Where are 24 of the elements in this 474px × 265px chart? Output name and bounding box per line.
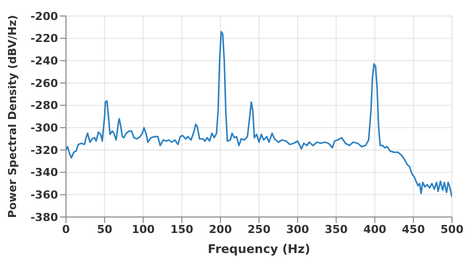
y-axis-title: Power Spectral Density (dBV/Hz) <box>6 15 19 218</box>
x-tick-label: 150 <box>170 222 194 236</box>
x-axis-title: Frequency (Hz) <box>208 242 310 256</box>
x-tick-label: 400 <box>363 222 387 236</box>
x-tick-label: 450 <box>402 222 426 236</box>
x-tick-label: 200 <box>208 222 232 236</box>
y-tick-label: -360 <box>30 188 58 202</box>
x-tick-label: 0 <box>62 222 70 236</box>
y-tick-label: -340 <box>30 166 58 180</box>
y-tick-label: -200 <box>30 10 58 23</box>
y-tick-label: -300 <box>30 122 58 135</box>
y-tick-label: -380 <box>30 210 58 224</box>
x-tick-label: 50 <box>96 222 113 236</box>
y-tick-label: -260 <box>30 76 58 90</box>
y-tick-label: -220 <box>30 32 58 46</box>
x-tick-label: 500 <box>440 222 464 236</box>
x-tick-label: 300 <box>286 222 310 236</box>
y-tick-label: -320 <box>30 144 58 157</box>
line-series <box>66 30 452 198</box>
x-tick-label: 250 <box>248 222 271 236</box>
x-tick-label: 100 <box>132 222 156 236</box>
x-tick-label: 350 <box>324 222 348 236</box>
y-tick-label: -240 <box>30 54 58 68</box>
y-tick-label: -280 <box>30 99 58 112</box>
